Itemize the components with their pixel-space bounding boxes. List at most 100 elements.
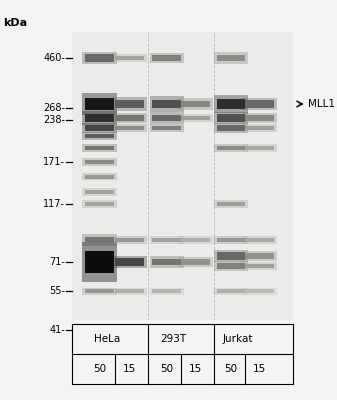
FancyBboxPatch shape	[72, 32, 293, 320]
Text: 50: 50	[160, 364, 173, 374]
Bar	[178, 257, 213, 267]
Bar	[82, 173, 117, 180]
Bar	[113, 288, 147, 295]
Bar	[181, 238, 210, 242]
Bar	[115, 126, 144, 130]
Bar	[85, 190, 114, 194]
Bar	[152, 100, 181, 108]
Bar	[245, 146, 274, 150]
Bar	[217, 289, 245, 293]
Text: Jurkat: Jurkat	[222, 334, 253, 344]
Bar	[85, 98, 114, 110]
Bar	[113, 256, 147, 268]
Text: MLL1: MLL1	[308, 99, 335, 109]
Bar	[85, 54, 114, 62]
Bar	[242, 262, 277, 270]
Bar	[214, 261, 248, 271]
Bar	[150, 96, 184, 112]
Text: 50: 50	[224, 364, 237, 374]
Bar	[152, 238, 181, 242]
Bar	[85, 160, 114, 164]
Bar	[217, 263, 245, 269]
Bar	[245, 238, 274, 242]
Bar	[181, 116, 210, 120]
Text: 15: 15	[123, 364, 136, 374]
Bar	[181, 260, 210, 265]
Bar	[113, 236, 147, 244]
Bar	[152, 55, 181, 61]
Bar	[85, 125, 114, 131]
Bar	[85, 146, 114, 150]
Bar	[178, 236, 213, 244]
Bar	[214, 123, 248, 133]
Bar	[152, 115, 181, 121]
Bar	[115, 100, 144, 108]
Bar	[178, 98, 213, 110]
Bar	[214, 288, 248, 295]
Bar	[242, 251, 277, 261]
Bar	[82, 242, 117, 282]
Bar	[214, 200, 248, 208]
Bar	[115, 238, 144, 242]
Bar	[150, 124, 184, 132]
Bar	[85, 251, 114, 273]
Bar	[82, 234, 117, 246]
Bar	[82, 188, 117, 196]
Text: 71-: 71-	[49, 257, 65, 267]
Bar	[152, 289, 181, 293]
Bar	[214, 236, 248, 244]
Text: 238-: 238-	[43, 115, 65, 125]
Bar	[245, 126, 274, 130]
Bar	[115, 258, 144, 266]
Bar	[242, 124, 277, 132]
Bar	[245, 289, 274, 293]
Bar	[245, 264, 274, 268]
Bar	[214, 95, 248, 113]
Bar	[181, 101, 210, 107]
Bar	[113, 97, 147, 111]
Bar	[150, 256, 184, 268]
Text: 117-: 117-	[43, 199, 65, 209]
Bar	[152, 126, 181, 130]
Text: 171-: 171-	[43, 157, 65, 167]
Bar	[214, 144, 248, 152]
Bar	[152, 259, 181, 265]
Bar	[217, 202, 245, 206]
Bar	[242, 113, 277, 123]
Bar	[214, 52, 248, 64]
Bar	[217, 55, 245, 61]
Bar	[178, 114, 213, 122]
Bar	[214, 250, 248, 262]
Text: 41-: 41-	[49, 325, 65, 335]
Bar	[82, 288, 117, 295]
Bar	[82, 200, 117, 208]
Text: 15: 15	[253, 364, 266, 374]
Bar	[242, 236, 277, 244]
Bar	[217, 146, 245, 150]
Bar	[82, 132, 117, 140]
Bar	[245, 100, 274, 108]
Bar	[150, 236, 184, 244]
Bar	[82, 93, 117, 115]
Text: kDa: kDa	[3, 18, 28, 28]
Bar	[82, 111, 117, 125]
Bar	[245, 115, 274, 121]
Bar	[82, 122, 117, 133]
Bar	[113, 54, 147, 62]
Bar	[217, 99, 245, 109]
Text: HeLa: HeLa	[94, 334, 120, 344]
Text: 293T: 293T	[160, 334, 186, 344]
Bar	[113, 124, 147, 132]
Text: 268-: 268-	[43, 103, 65, 113]
Bar	[85, 202, 114, 206]
Bar	[82, 158, 117, 166]
Text: 55-: 55-	[49, 286, 65, 296]
Bar	[113, 113, 147, 123]
Text: 460-: 460-	[43, 53, 65, 63]
Bar	[115, 56, 144, 60]
Bar	[242, 98, 277, 110]
Bar	[85, 289, 114, 293]
Text: 50: 50	[93, 364, 106, 374]
Bar	[150, 112, 184, 124]
Bar	[85, 114, 114, 122]
